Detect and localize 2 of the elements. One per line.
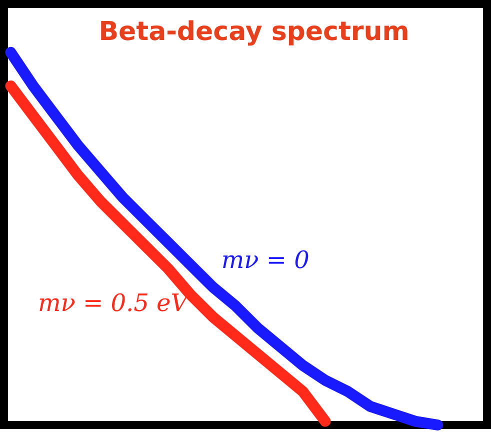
- chart-title: Beta-decay spectrum: [98, 17, 410, 47]
- series-label: mν = 0: [221, 246, 310, 274]
